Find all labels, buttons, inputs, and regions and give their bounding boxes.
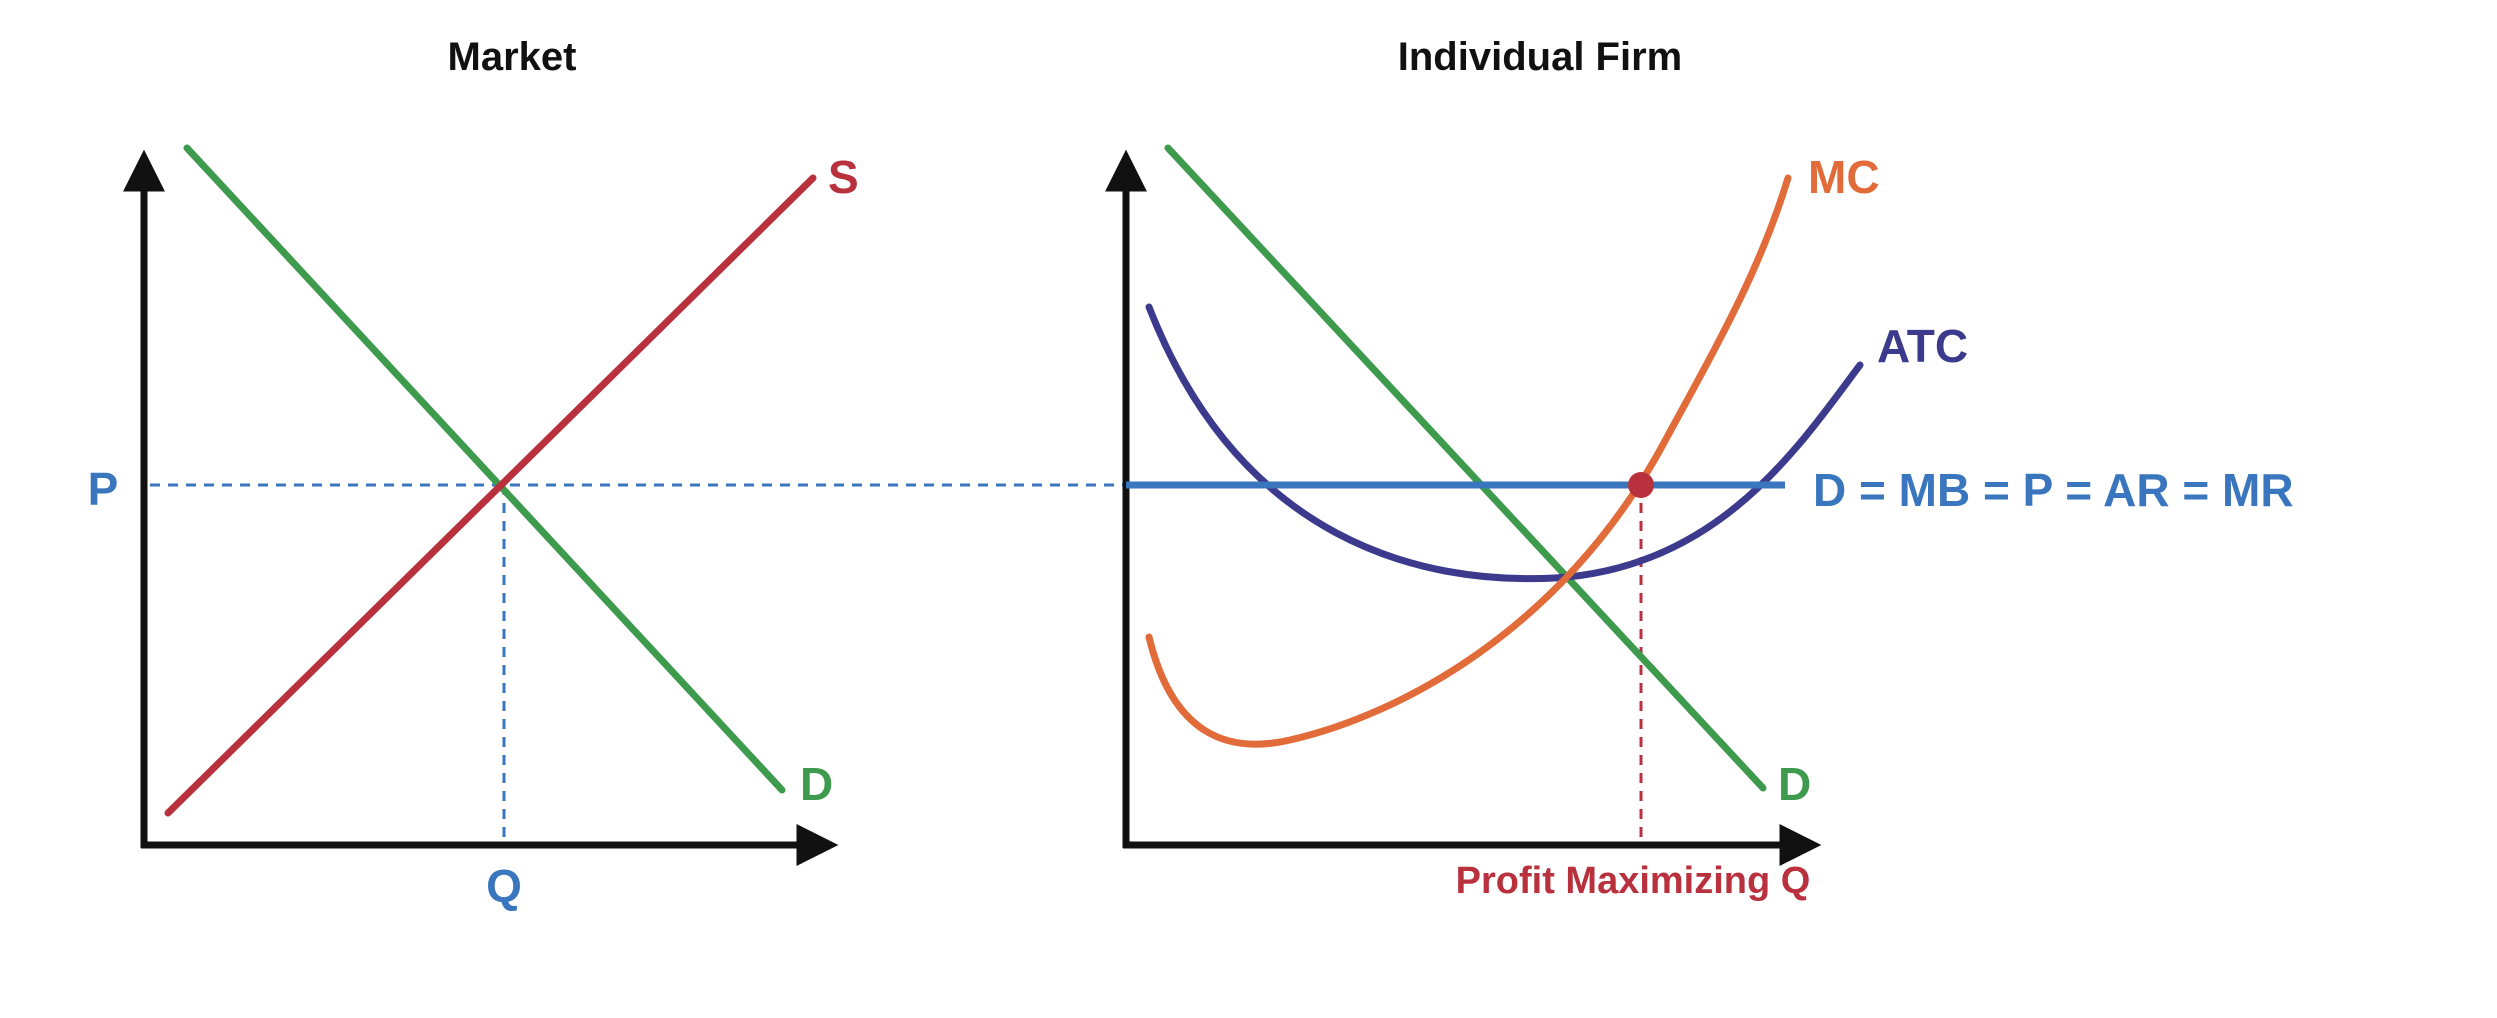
atc-label: ATC	[1877, 320, 1968, 372]
market-panel: Market S D P Q	[88, 35, 1125, 912]
market-title: Market	[448, 35, 577, 79]
firm-demand-curve	[1164, 144, 1767, 792]
mc-label: MC	[1808, 151, 1880, 203]
market-supply-curve	[164, 174, 817, 817]
market-price-label: P	[88, 463, 119, 515]
atc-curve	[1145, 303, 1864, 583]
firm-title: Individual Firm	[1398, 35, 1682, 79]
market-quantity-label: Q	[486, 860, 522, 912]
profit-max-point	[1628, 472, 1654, 498]
price-line-label: D = MB = P = AR = MR	[1813, 464, 2294, 516]
mc-curve	[1145, 174, 1792, 748]
profit-max-quantity-label: Profit Maximizing Q	[1456, 860, 1811, 902]
market-supply-label: S	[828, 151, 859, 203]
market-demand-label: D	[800, 758, 833, 810]
firm-panel: Individual Firm MC ATC D = MB = P = AR =…	[1105, 35, 2294, 902]
firm-demand-label: D	[1778, 758, 1811, 810]
market-demand-curve	[183, 144, 786, 794]
